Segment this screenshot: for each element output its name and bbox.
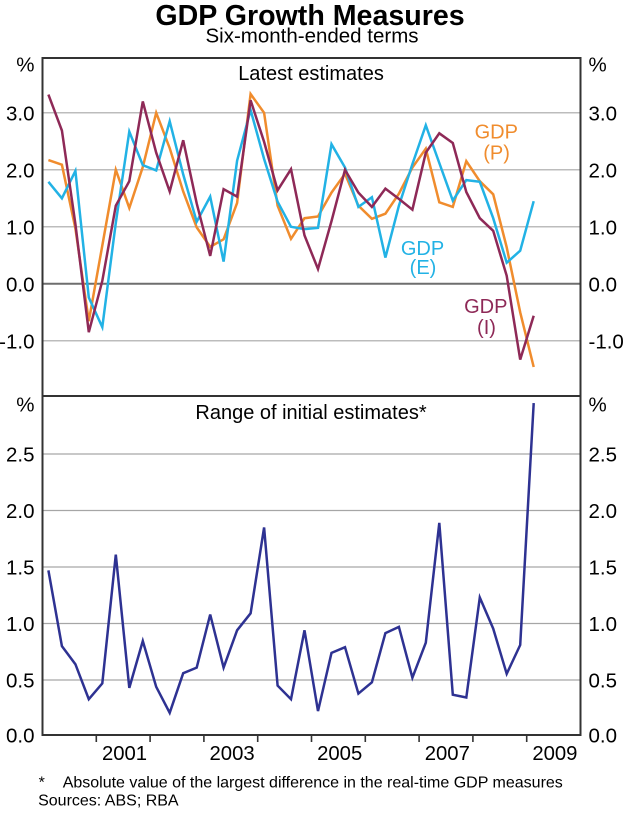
- svg-text:2.0: 2.0: [589, 159, 618, 182]
- svg-text:0.0: 0.0: [589, 273, 618, 296]
- svg-text:0.0: 0.0: [6, 273, 35, 296]
- svg-text:2009: 2009: [532, 743, 577, 765]
- svg-text:2005: 2005: [317, 743, 362, 765]
- svg-text:1.5: 1.5: [6, 557, 35, 580]
- svg-text:2.5: 2.5: [6, 444, 35, 467]
- svg-text:-1.0: -1.0: [589, 330, 623, 353]
- svg-text:(P): (P): [483, 143, 510, 165]
- svg-text:2001: 2001: [102, 743, 147, 765]
- svg-text:1.5: 1.5: [589, 557, 618, 580]
- svg-text:0.0: 0.0: [589, 724, 618, 747]
- svg-text:3.0: 3.0: [589, 102, 618, 125]
- svg-text:3.0: 3.0: [6, 102, 35, 125]
- svg-text:-1.0: -1.0: [0, 330, 35, 353]
- svg-text:Absolute value of the largest: Absolute value of the largest difference…: [63, 775, 563, 792]
- svg-text:0.5: 0.5: [589, 670, 618, 693]
- svg-text:1.0: 1.0: [6, 216, 35, 239]
- svg-text:(I): (I): [477, 317, 496, 339]
- svg-text:%: %: [16, 54, 34, 77]
- svg-text:1.0: 1.0: [6, 613, 35, 636]
- svg-text:1.0: 1.0: [589, 216, 618, 239]
- svg-text:Six-month-ended terms: Six-month-ended terms: [205, 25, 418, 48]
- svg-text:Range of initial estimates*: Range of initial estimates*: [195, 402, 426, 424]
- svg-text:*: *: [39, 775, 45, 792]
- svg-text:2007: 2007: [425, 743, 470, 765]
- svg-text:0.5: 0.5: [6, 670, 35, 693]
- svg-text:Latest estimates: Latest estimates: [238, 63, 384, 85]
- svg-text:(E): (E): [410, 257, 437, 279]
- svg-text:2.0: 2.0: [6, 159, 35, 182]
- svg-text:GDP: GDP: [475, 122, 518, 144]
- svg-text:0.0: 0.0: [6, 724, 35, 747]
- svg-text:GDP: GDP: [464, 296, 507, 318]
- svg-text:2003: 2003: [210, 743, 255, 765]
- svg-text:%: %: [16, 394, 34, 417]
- svg-text:2.0: 2.0: [6, 500, 35, 523]
- svg-text:2.0: 2.0: [589, 500, 618, 523]
- svg-text:1.0: 1.0: [589, 613, 618, 636]
- svg-text:%: %: [589, 54, 607, 77]
- svg-text:2.5: 2.5: [589, 444, 618, 467]
- svg-text:Sources: ABS; RBA: Sources: ABS; RBA: [38, 793, 179, 810]
- svg-text:%: %: [589, 394, 607, 417]
